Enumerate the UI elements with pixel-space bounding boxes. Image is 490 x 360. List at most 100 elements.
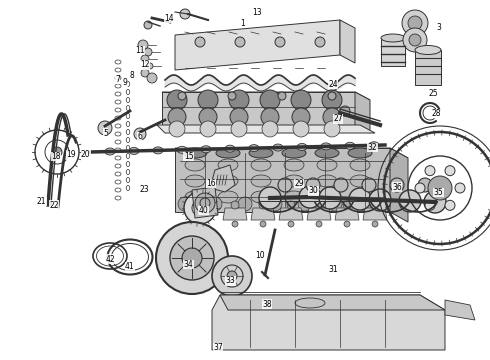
Text: 19: 19	[66, 150, 76, 159]
Ellipse shape	[273, 144, 283, 151]
Circle shape	[195, 193, 215, 213]
Polygon shape	[210, 165, 235, 192]
Circle shape	[138, 40, 148, 50]
Text: 25: 25	[429, 89, 439, 98]
Circle shape	[195, 37, 205, 47]
Ellipse shape	[295, 298, 325, 308]
Text: 8: 8	[130, 71, 135, 80]
Ellipse shape	[249, 145, 259, 152]
Ellipse shape	[185, 159, 205, 171]
Ellipse shape	[218, 159, 238, 171]
Ellipse shape	[369, 142, 379, 149]
Ellipse shape	[321, 143, 331, 150]
Ellipse shape	[251, 191, 271, 203]
Ellipse shape	[317, 159, 337, 171]
Circle shape	[315, 37, 325, 47]
Ellipse shape	[185, 175, 205, 187]
Ellipse shape	[345, 142, 355, 149]
Circle shape	[292, 108, 310, 126]
Polygon shape	[363, 208, 387, 220]
Polygon shape	[223, 208, 247, 220]
Ellipse shape	[201, 146, 211, 153]
Circle shape	[235, 37, 245, 47]
Text: 9: 9	[122, 78, 127, 87]
Ellipse shape	[249, 148, 273, 158]
Ellipse shape	[284, 175, 304, 187]
Text: 23: 23	[140, 185, 149, 194]
Polygon shape	[175, 148, 390, 212]
Ellipse shape	[348, 148, 372, 158]
Text: 15: 15	[184, 152, 194, 161]
Polygon shape	[220, 295, 445, 310]
Circle shape	[298, 197, 312, 211]
Ellipse shape	[317, 191, 337, 203]
Text: 10: 10	[255, 251, 265, 260]
Circle shape	[409, 34, 421, 46]
Circle shape	[259, 187, 281, 209]
Bar	[381, 38, 405, 66]
Polygon shape	[162, 92, 355, 125]
Circle shape	[402, 10, 428, 36]
Circle shape	[328, 92, 336, 100]
Ellipse shape	[350, 191, 370, 203]
Ellipse shape	[315, 148, 339, 158]
Text: 40: 40	[198, 206, 208, 215]
Bar	[415, 50, 441, 85]
Ellipse shape	[218, 175, 238, 187]
Text: 35: 35	[434, 188, 443, 197]
Ellipse shape	[297, 144, 307, 150]
Circle shape	[425, 166, 435, 176]
Ellipse shape	[251, 175, 271, 187]
Circle shape	[306, 178, 320, 192]
Text: 31: 31	[328, 266, 338, 275]
Ellipse shape	[350, 159, 370, 171]
Circle shape	[275, 37, 285, 47]
Circle shape	[371, 201, 379, 209]
Circle shape	[238, 197, 252, 211]
Circle shape	[455, 183, 465, 193]
Text: 32: 32	[368, 143, 377, 152]
Circle shape	[323, 108, 341, 126]
Circle shape	[182, 248, 202, 268]
Text: 21: 21	[37, 197, 47, 206]
Circle shape	[415, 183, 425, 193]
Circle shape	[424, 191, 446, 213]
Text: 41: 41	[125, 262, 135, 271]
Ellipse shape	[218, 191, 238, 203]
Circle shape	[167, 90, 187, 110]
Circle shape	[180, 9, 190, 19]
Circle shape	[349, 188, 371, 210]
Polygon shape	[279, 208, 303, 220]
Polygon shape	[192, 187, 218, 218]
Circle shape	[170, 236, 214, 280]
Circle shape	[260, 90, 280, 110]
Circle shape	[178, 197, 192, 211]
Circle shape	[328, 197, 342, 211]
Circle shape	[299, 186, 321, 208]
Polygon shape	[355, 92, 370, 133]
Polygon shape	[445, 300, 475, 320]
Circle shape	[403, 28, 427, 52]
Text: 11: 11	[135, 46, 145, 55]
Text: 16: 16	[206, 179, 216, 188]
Circle shape	[230, 108, 248, 126]
Text: 30: 30	[309, 186, 318, 195]
Circle shape	[184, 192, 216, 224]
Ellipse shape	[153, 147, 163, 154]
Circle shape	[358, 197, 372, 211]
Circle shape	[227, 271, 237, 281]
Text: 22: 22	[49, 201, 59, 210]
Circle shape	[287, 201, 295, 209]
Ellipse shape	[284, 159, 304, 171]
Circle shape	[98, 121, 112, 135]
Text: 28: 28	[431, 109, 441, 118]
Circle shape	[319, 187, 341, 209]
Polygon shape	[175, 20, 340, 70]
Ellipse shape	[183, 148, 207, 158]
Ellipse shape	[129, 148, 139, 154]
Circle shape	[288, 221, 294, 227]
Ellipse shape	[282, 148, 306, 158]
Circle shape	[198, 90, 218, 110]
Polygon shape	[390, 148, 408, 222]
Polygon shape	[212, 295, 445, 350]
